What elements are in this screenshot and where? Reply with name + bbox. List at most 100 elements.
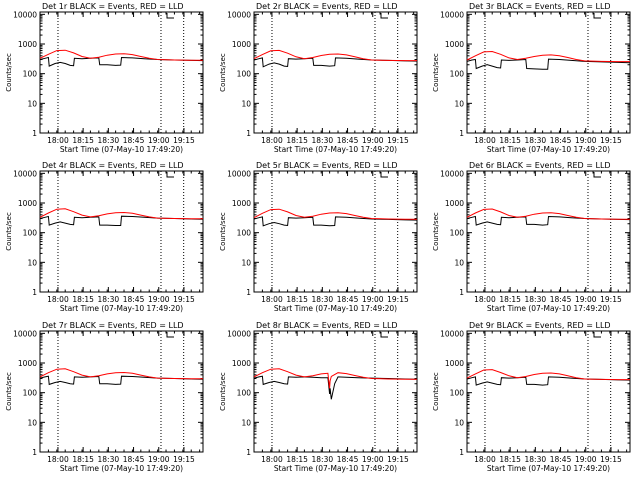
y-tick-label: 10000 [227, 10, 251, 19]
chart-panel-1: Det 1r BLACK = Events, RED = LLD 1 10 100 10… [5, 2, 204, 154]
y-tick-label: 10 [454, 99, 464, 108]
legend-bracket [380, 332, 388, 338]
x-tick-label: 19:15 [600, 295, 622, 304]
x-tick-label: 19:15 [173, 136, 195, 145]
x-tick-label: 18:30 [98, 455, 120, 464]
series-line-lld [466, 50, 630, 63]
series-line-events [253, 57, 418, 68]
series-line-events [466, 376, 631, 386]
x-tick-label: 18:45 [550, 136, 572, 145]
chart-title: Det 7r BLACK = Events, RED = LLD [42, 321, 184, 330]
y-tick-label: 1000 [18, 199, 37, 208]
y-tick-label: 10 [454, 258, 464, 267]
y-tick-label: 100 [450, 70, 465, 79]
x-tick-label: 18:30 [525, 455, 547, 464]
y-tick-label: 1 [459, 448, 464, 457]
x-tick-label: 19:15 [173, 295, 195, 304]
y-tick-label: 1 [246, 448, 251, 457]
chart-panel-9: Det 9r BLACK = Events, RED = LLD 1 10 100 10… [432, 321, 631, 473]
chart-title: Det 5r BLACK = Events, RED = LLD [256, 161, 398, 170]
x-tick-label: 18:00 [47, 455, 69, 464]
y-axis-label: Counts/sec [5, 372, 13, 411]
y-tick-label: 1000 [18, 40, 37, 49]
x-tick-label: 18:45 [550, 295, 572, 304]
plot-frame [253, 170, 418, 293]
y-tick-label: 1000 [445, 40, 464, 49]
x-tick-label: 18:00 [474, 455, 496, 464]
y-tick-label: 1 [246, 129, 251, 138]
y-tick-label: 100 [23, 70, 38, 79]
y-tick-label: 1 [459, 129, 464, 138]
x-tick-label: 18:45 [123, 136, 145, 145]
plot-frame [39, 170, 204, 293]
plot-frame [466, 11, 631, 134]
chart-title: Det 9r BLACK = Events, RED = LLD [469, 321, 611, 330]
y-tick-label: 1 [32, 129, 37, 138]
plot-frame [253, 330, 418, 453]
y-tick-label: 10 [454, 418, 464, 427]
y-tick-label: 10000 [440, 329, 464, 338]
y-tick-label: 1000 [232, 199, 251, 208]
y-tick-label: 1000 [445, 359, 464, 368]
y-axis-label: Counts/sec [5, 53, 13, 92]
y-tick-label: 1 [246, 288, 251, 297]
x-tick-label: 18:15 [72, 136, 94, 145]
x-tick-label: 18:15 [499, 455, 521, 464]
x-tick-label: 19:00 [362, 136, 384, 145]
y-tick-label: 100 [450, 229, 465, 238]
chart-title: Det 1r BLACK = Events, RED = LLD [42, 2, 184, 11]
series-line-lld [39, 49, 203, 61]
legend-bracket [380, 13, 388, 19]
y-tick-label: 1000 [445, 199, 464, 208]
x-axis-label: Start Time (07-May-10 17:49:20) [274, 464, 397, 473]
x-tick-label: 19:15 [387, 295, 409, 304]
y-tick-label: 100 [23, 229, 38, 238]
y-tick-label: 1 [459, 288, 464, 297]
y-tick-label: 10000 [13, 329, 37, 338]
x-tick-label: 19:15 [600, 455, 622, 464]
x-tick-label: 18:30 [98, 136, 120, 145]
legend-bracket [593, 13, 601, 19]
y-axis-label: Counts/sec [219, 212, 227, 251]
x-tick-label: 18:45 [550, 455, 572, 464]
y-tick-label: 10 [241, 99, 251, 108]
x-axis-label: Start Time (07-May-10 17:49:20) [60, 464, 183, 473]
x-tick-label: 18:15 [286, 455, 308, 464]
x-tick-label: 19:00 [148, 136, 170, 145]
chart-panel-3: Det 3r BLACK = Events, RED = LLD 1 10 100 10… [432, 2, 631, 154]
series-line-events [466, 58, 631, 70]
x-tick-label: 18:15 [499, 136, 521, 145]
plot-frame [466, 330, 631, 453]
x-tick-label: 19:15 [173, 455, 195, 464]
y-tick-label: 10 [241, 258, 251, 267]
x-tick-label: 18:30 [312, 136, 334, 145]
x-tick-label: 18:00 [474, 295, 496, 304]
x-tick-label: 19:15 [387, 136, 409, 145]
chart-panel-4: Det 4r BLACK = Events, RED = LLD 1 10 100 10… [5, 161, 204, 313]
x-tick-label: 18:00 [261, 136, 283, 145]
series-line-lld [466, 369, 630, 381]
series-line-events [39, 375, 204, 386]
y-tick-label: 10000 [13, 169, 37, 178]
x-axis-label: Start Time (07-May-10 17:49:20) [274, 145, 397, 154]
x-tick-label: 18:45 [337, 136, 359, 145]
chart-title: Det 2r BLACK = Events, RED = LLD [256, 2, 398, 11]
x-tick-label: 19:00 [575, 295, 597, 304]
series-line-events [253, 216, 418, 227]
x-tick-label: 18:30 [525, 136, 547, 145]
chart-panel-2: Det 2r BLACK = Events, RED = LLD 1 10 100 10… [219, 2, 418, 154]
series-line-events [253, 375, 418, 400]
y-tick-label: 10000 [227, 329, 251, 338]
chart-title: Det 6r BLACK = Events, RED = LLD [469, 161, 611, 170]
y-tick-label: 10 [27, 258, 37, 267]
chart-title: Det 3r BLACK = Events, RED = LLD [469, 2, 611, 11]
x-tick-label: 19:15 [387, 455, 409, 464]
x-tick-label: 18:15 [286, 295, 308, 304]
y-tick-label: 10 [27, 418, 37, 427]
x-axis-label: Start Time (07-May-10 17:49:20) [487, 304, 610, 313]
series-line-events [39, 56, 204, 67]
y-tick-label: 1 [32, 288, 37, 297]
x-tick-label: 18:45 [123, 295, 145, 304]
x-tick-label: 18:30 [98, 295, 120, 304]
chart-panel-7: Det 7r BLACK = Events, RED = LLD 1 10 100 10… [5, 321, 204, 473]
